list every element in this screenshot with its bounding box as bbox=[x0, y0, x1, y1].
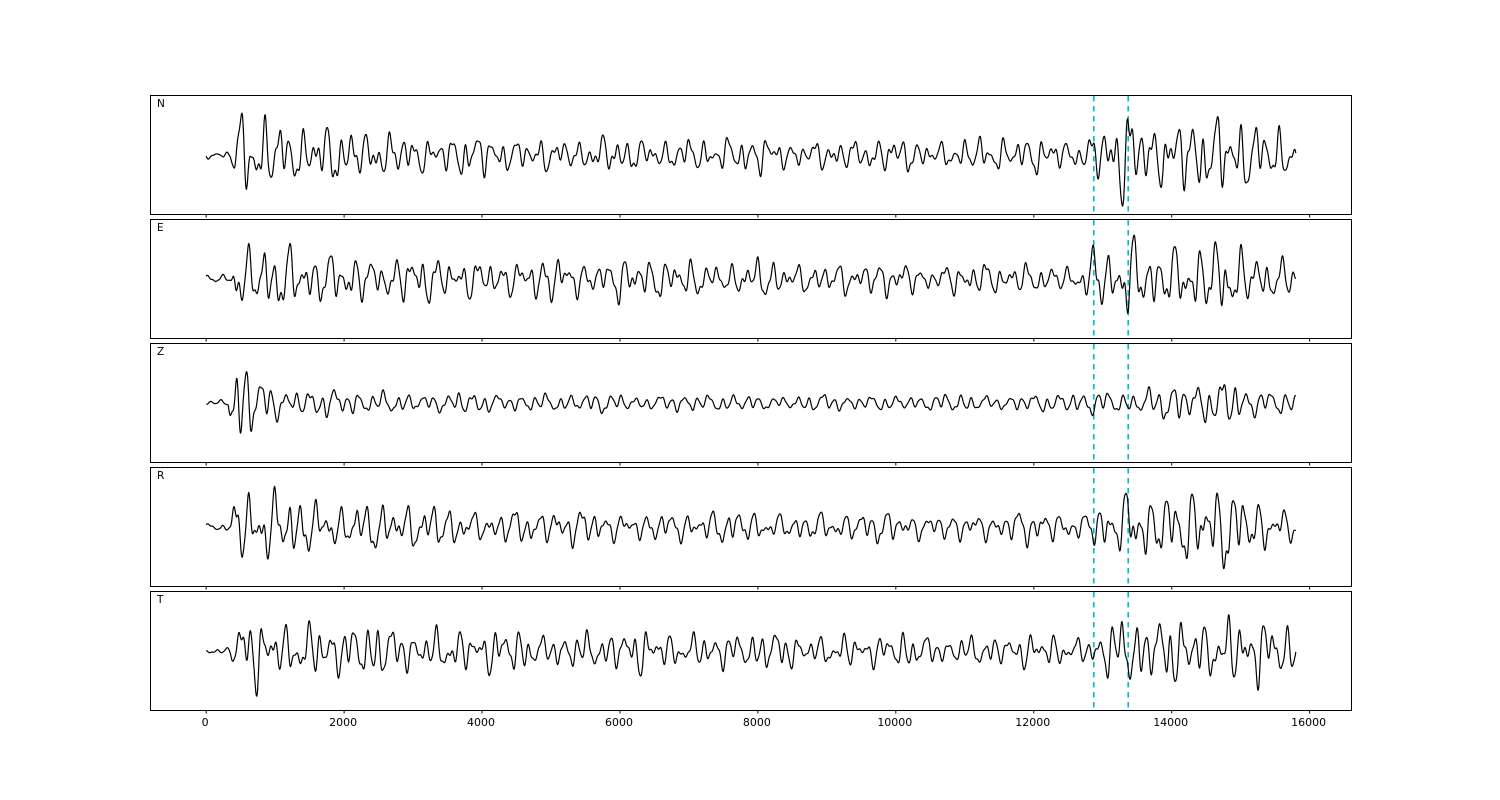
seismic-trace bbox=[206, 371, 1297, 434]
x-tick-label: 8000 bbox=[742, 716, 771, 729]
x-tick-label: 14000 bbox=[1153, 716, 1189, 729]
waveform-svg-N bbox=[205, 96, 1311, 218]
panel-label-T: T bbox=[157, 594, 164, 606]
waveform-svg-E bbox=[205, 220, 1311, 342]
panel-label-E: E bbox=[157, 222, 164, 234]
panel-T: T bbox=[150, 591, 1352, 714]
panel-N: N bbox=[150, 95, 1352, 218]
panel-E: E bbox=[150, 219, 1352, 342]
waveform-svg-Z bbox=[205, 344, 1311, 466]
x-tick-label: 4000 bbox=[467, 716, 496, 729]
x-tick-label: 2000 bbox=[329, 716, 358, 729]
panel-Z: Z bbox=[150, 343, 1352, 466]
seismic-trace bbox=[205, 234, 1297, 314]
x-tick-label: 0 bbox=[201, 716, 209, 729]
panel-R: R bbox=[150, 467, 1352, 590]
x-axis-tick-labels: 0 2000 4000 6000 8000 10000 12000 14000 16000 bbox=[0, 716, 1500, 732]
x-tick-label: 6000 bbox=[604, 716, 633, 729]
x-tick-label: 16000 bbox=[1291, 716, 1327, 729]
panel-label-R: R bbox=[157, 470, 165, 482]
waveform-svg-R bbox=[205, 468, 1311, 590]
waveform-svg-T bbox=[205, 592, 1311, 714]
seismic-trace bbox=[205, 614, 1297, 697]
seismic-trace bbox=[205, 485, 1297, 570]
panel-label-Z: Z bbox=[157, 346, 165, 358]
panel-label-N: N bbox=[157, 98, 165, 110]
x-tick-label: 10000 bbox=[877, 716, 913, 729]
seismic-trace bbox=[205, 112, 1297, 207]
x-tick-label: 12000 bbox=[1015, 716, 1051, 729]
